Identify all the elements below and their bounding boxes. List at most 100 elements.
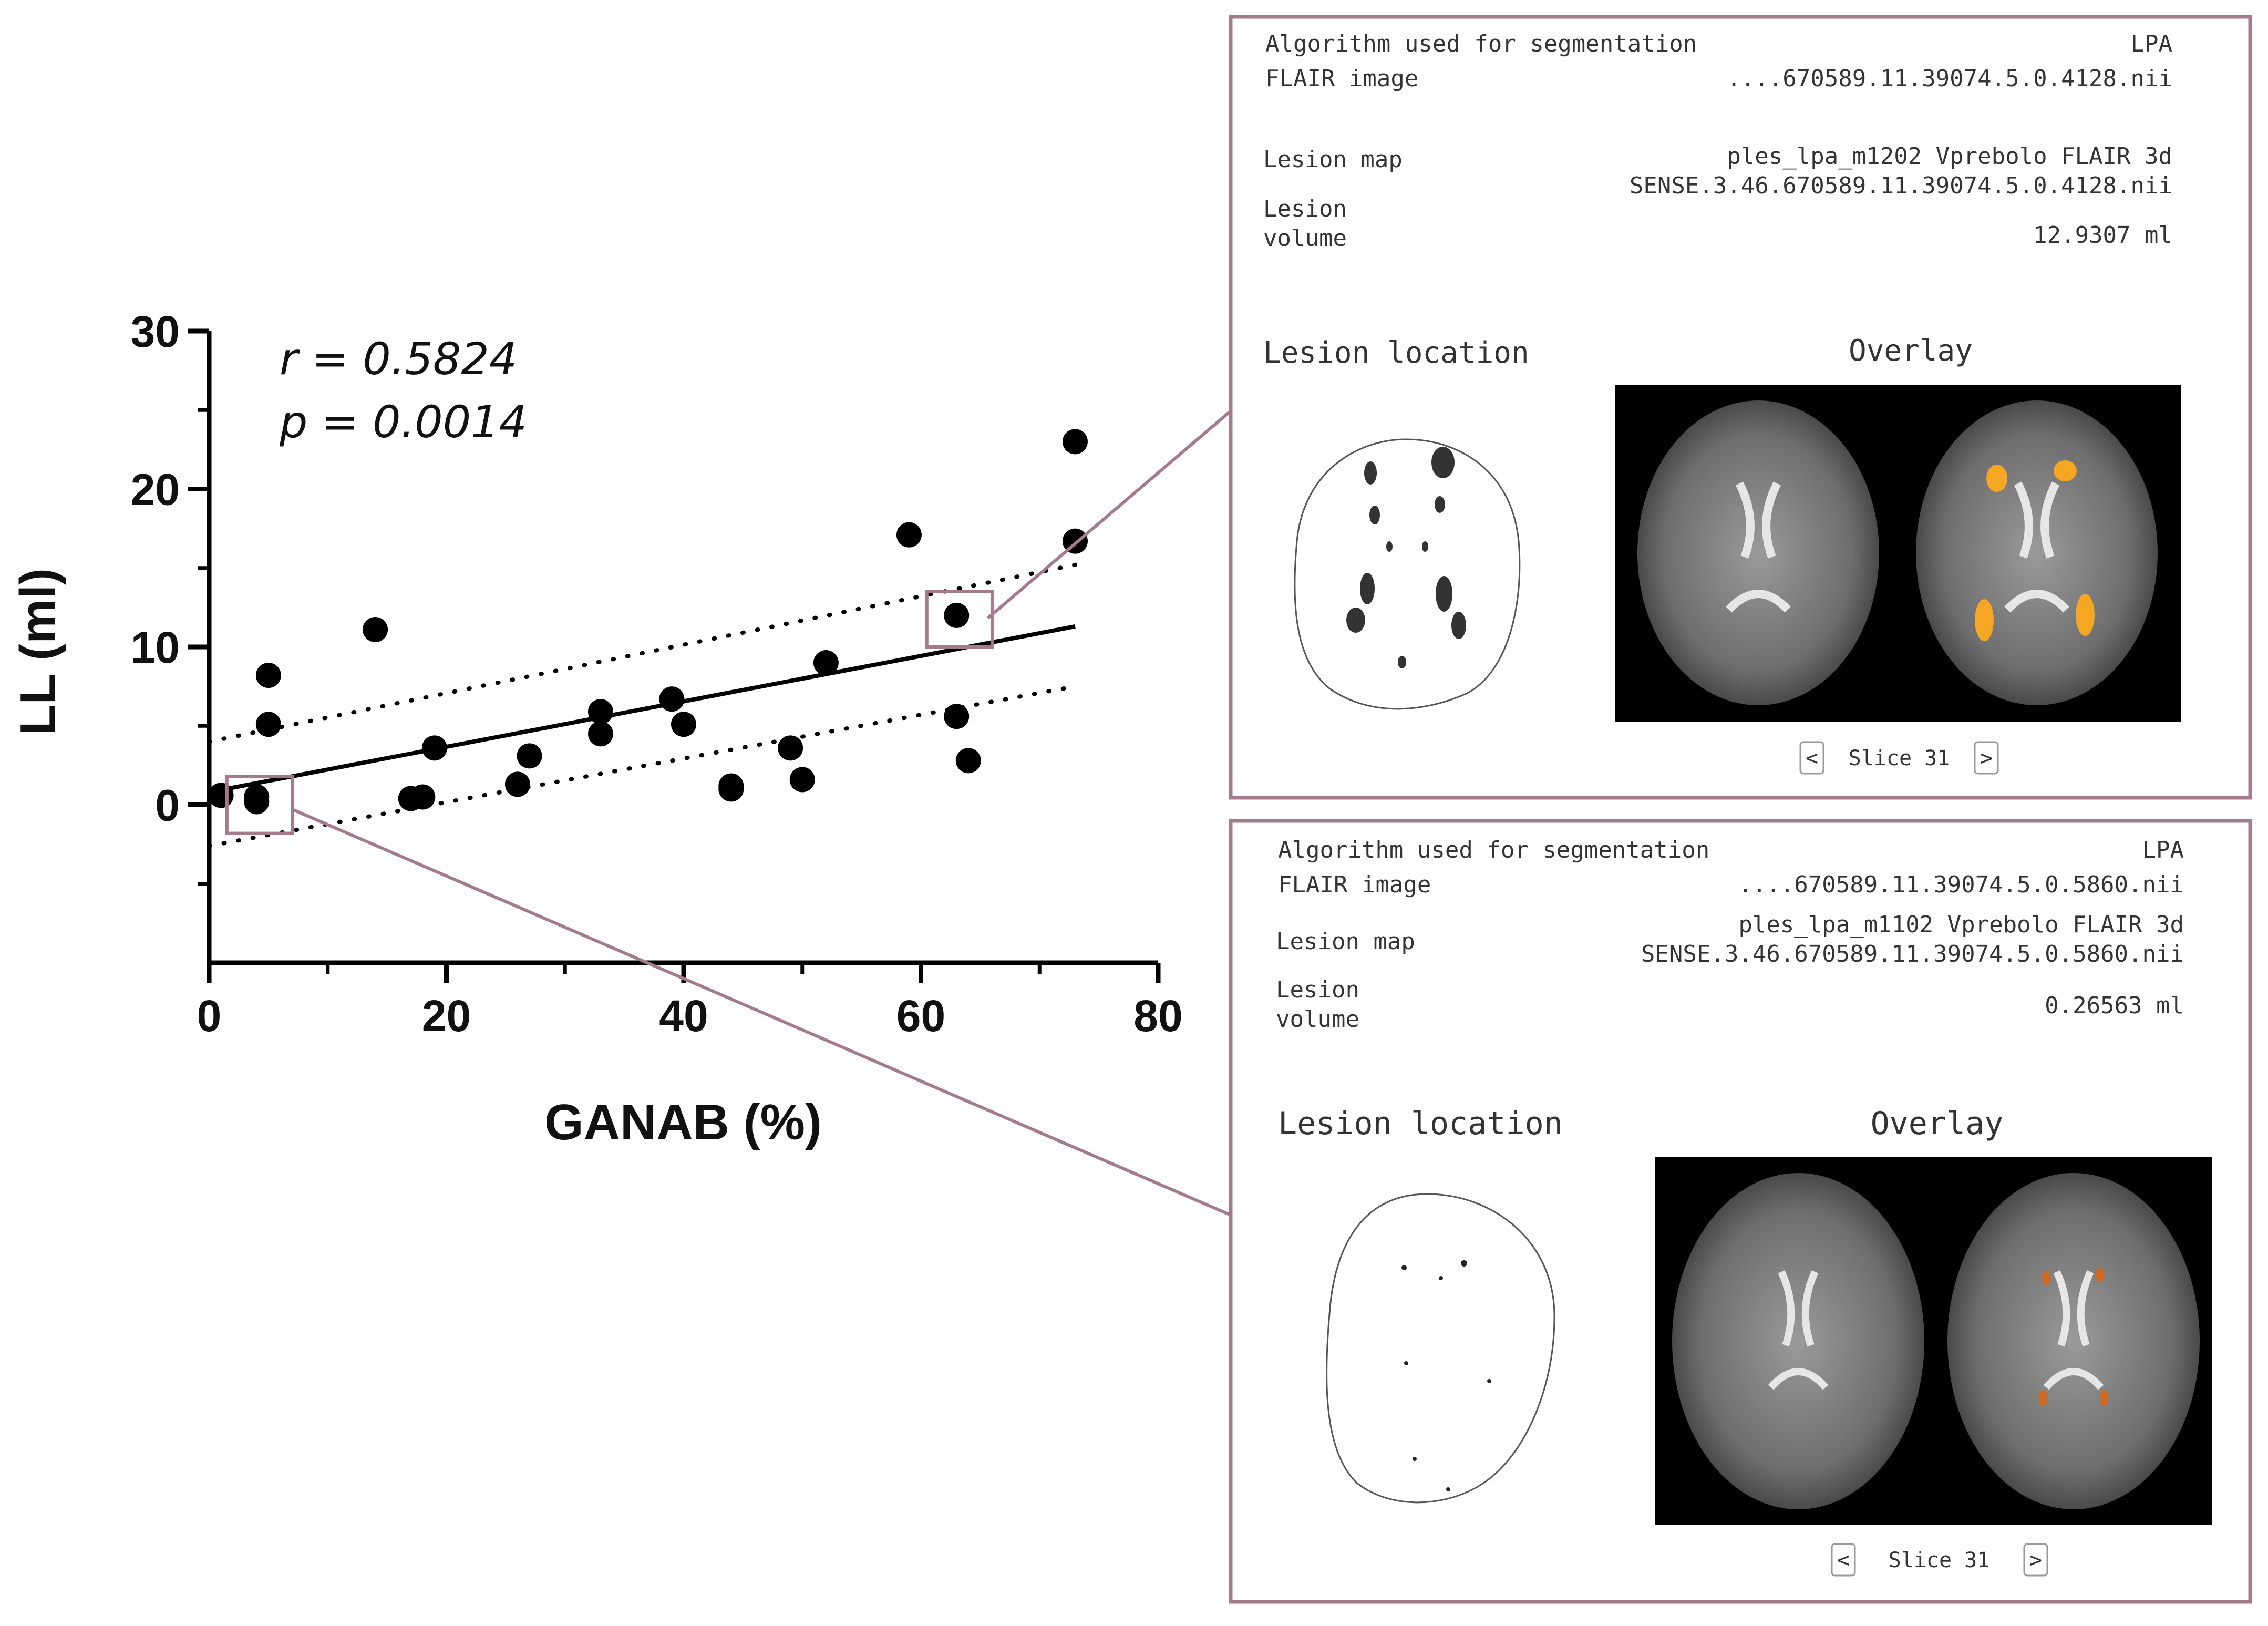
- x-tick-label: 60: [896, 991, 945, 1041]
- data-point: [789, 767, 815, 793]
- x-axis-label: GANAB (%): [544, 1094, 822, 1150]
- flair-label: FLAIR image: [1278, 871, 1431, 898]
- flair-label: FLAIR image: [1265, 65, 1418, 92]
- lesion-volume-value: 12.9307 ml: [2033, 222, 2172, 249]
- segmentation-panel-top: Algorithm used for segmentation LPA FLAI…: [1229, 15, 2252, 800]
- ci-lower-line: [207, 684, 1077, 848]
- prev-slice-label: <: [1806, 746, 1818, 770]
- y-tick-label: 0: [155, 781, 180, 830]
- mri-brain-right: [1916, 400, 2158, 705]
- next-slice-button[interactable]: >: [1974, 741, 1999, 775]
- algorithm-label: Algorithm used for segmentation: [1265, 30, 1697, 57]
- scatter-chart: 0 10 20 30 0 20 40 60 80 LL (ml) GANAB (%) r = …: [10, 307, 1183, 1150]
- data-point: [421, 735, 447, 761]
- data-point: [955, 748, 981, 774]
- lesion-spots: [1401, 1260, 1491, 1491]
- data-point: [587, 699, 613, 725]
- lesion-map-label: Lesion map: [1263, 146, 1403, 173]
- slice-label: Slice 31: [1889, 1548, 1990, 1572]
- segmentation-panel-bottom: Algorithm used for segmentation LPA FLAI…: [1229, 819, 2252, 1604]
- next-slice-label: >: [1980, 746, 1993, 770]
- overlay-title: Overlay: [1849, 334, 1973, 368]
- stat-p: p = 0.0014: [279, 396, 527, 448]
- lesion-map-value-line1: ples_lpa_m1202 Vprebolo FLAIR 3d: [1727, 143, 2172, 170]
- regression-line: [209, 624, 1076, 795]
- ventricle-left: [1768, 1270, 1829, 1390]
- mri-brain-left: [1637, 400, 1879, 705]
- lesion-highlights: [2039, 1268, 2108, 1406]
- data-point: [944, 704, 970, 729]
- data-point: [255, 712, 281, 737]
- brain-outline: [1326, 1193, 1555, 1504]
- overlay-mri-image: [1655, 1157, 2212, 1525]
- y-ticks: 0 10 20 30: [131, 307, 209, 886]
- data-points: [208, 429, 1088, 815]
- data-point: [813, 650, 839, 676]
- algorithm-value: LPA: [2142, 837, 2184, 863]
- data-point: [718, 776, 744, 802]
- lesion-map-label: Lesion map: [1276, 928, 1415, 955]
- data-point: [659, 686, 685, 712]
- ventricle-right: [2043, 1270, 2104, 1390]
- lesion-map-value-line2: SENSE.3.46.670589.11.39074.5.0.4128.nii: [1630, 172, 2172, 199]
- data-point: [208, 783, 234, 808]
- ci-upper-line: [207, 562, 1077, 744]
- y-tick-label: 20: [131, 465, 180, 514]
- algorithm-label: Algorithm used for segmentation: [1278, 837, 1709, 863]
- lesion-map-value-line1: ples_lpa_m1102 Vprebolo FLAIR 3d: [1738, 911, 2184, 938]
- flair-value: ....670589.11.39074.5.0.4128.nii: [1727, 65, 2172, 92]
- ventricle-right: [2004, 481, 2069, 613]
- connector-lines: [291, 409, 1232, 1217]
- highlight-boxes: [225, 590, 994, 835]
- mri-brain-right: [1947, 1173, 2200, 1509]
- x-tick-label: 0: [197, 991, 222, 1041]
- lesion-highlights: [1975, 460, 2095, 641]
- data-point: [504, 771, 530, 797]
- slice-label: Slice 31: [1849, 746, 1950, 770]
- slice-navigator-top: < Slice 31 >: [1799, 741, 1999, 775]
- flair-value: ....670589.11.39074.5.0.5860.nii: [1738, 871, 2184, 898]
- lesion-location-title: Lesion location: [1278, 1105, 1563, 1142]
- mri-brain-left: [1672, 1173, 1924, 1509]
- lesion-map-value-line2: SENSE.3.46.670589.11.39074.5.0.5860.nii: [1641, 941, 2184, 968]
- lesion-location-title: Lesion location: [1263, 336, 1529, 370]
- x-ticks: 0 20 40 60 80: [197, 963, 1183, 1041]
- lesion-volume-label-1: Lesion: [1276, 976, 1359, 1003]
- lesion-volume-value: 0.26563 ml: [2045, 992, 2184, 1019]
- highlight-box: [225, 775, 294, 835]
- lesion-location-map: [1294, 438, 1521, 710]
- data-point: [896, 522, 922, 548]
- connector-top: [987, 409, 1232, 620]
- next-slice-button[interactable]: >: [2023, 1543, 2048, 1577]
- data-point: [587, 721, 613, 747]
- x-tick-label: 40: [659, 991, 708, 1041]
- regression-line-group: [209, 624, 1076, 795]
- lesion-location-map: [1326, 1193, 1555, 1504]
- overlay-mri-image: [1615, 385, 2181, 722]
- y-tick-label: 30: [131, 307, 180, 356]
- prev-slice-button[interactable]: <: [1831, 1543, 1856, 1577]
- x-tick-label: 20: [422, 991, 471, 1041]
- lesion-volume-label-1: Lesion: [1263, 195, 1347, 222]
- y-axis-label: LL (ml): [10, 568, 66, 735]
- brain-outline: [1294, 438, 1521, 710]
- prev-slice-label: <: [1837, 1548, 1850, 1572]
- data-point: [410, 784, 436, 810]
- data-point: [671, 712, 696, 737]
- data-point: [363, 616, 388, 642]
- data-point: [944, 602, 970, 628]
- lesion-spots: [1346, 447, 1466, 668]
- stat-r: r = 0.5824: [280, 333, 517, 385]
- lesion-volume-label-2: volume: [1276, 1006, 1359, 1033]
- confidence-bands: [207, 562, 1077, 848]
- ventricle-left: [1726, 481, 1791, 613]
- lesion-volume-label-2: volume: [1263, 225, 1347, 252]
- connector-bottom: [291, 808, 1232, 1217]
- data-point: [778, 735, 803, 761]
- y-tick-label: 10: [131, 623, 180, 672]
- prev-slice-button[interactable]: <: [1799, 741, 1824, 775]
- data-point: [255, 663, 281, 688]
- highlight-box: [925, 590, 994, 649]
- data-point: [1062, 429, 1088, 455]
- next-slice-label: >: [2029, 1548, 2042, 1572]
